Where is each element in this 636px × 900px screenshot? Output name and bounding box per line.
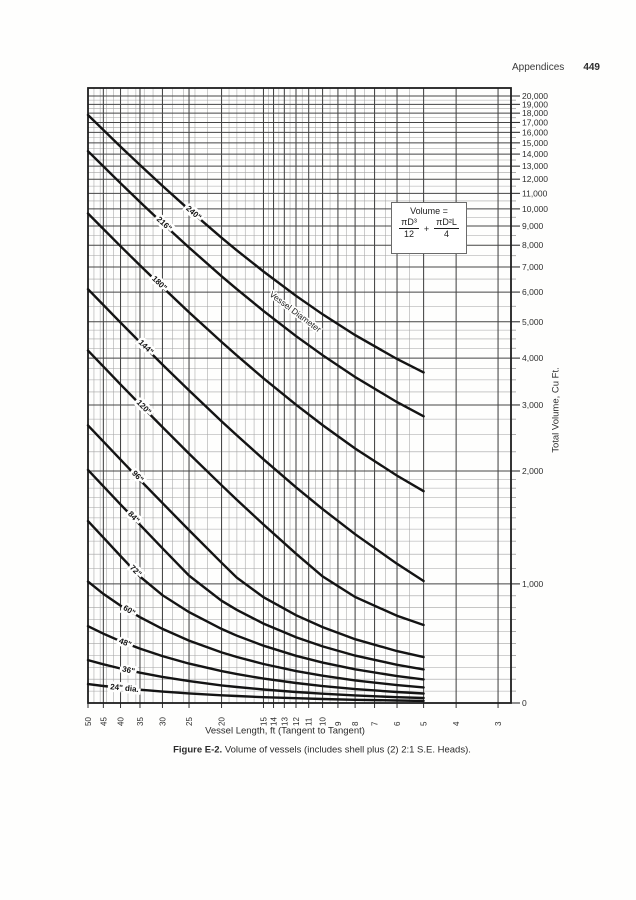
y-tick-label-0: 0: [522, 698, 527, 708]
formula-plus-sign: +: [423, 223, 430, 234]
y-tick-label-19000: 19,000: [522, 99, 548, 109]
y-tick-label-3000: 3,000: [522, 400, 544, 410]
x-tick-label-13: 13: [280, 717, 289, 726]
formula-numerator-1: πD³: [399, 217, 419, 230]
formula-fraction-1: πD³ 12: [399, 217, 419, 240]
y-axis-title: Total Volume, Cu Ft.: [550, 367, 562, 453]
y-tick-label-17000: 17,000: [522, 117, 548, 127]
curve-label-24in: 24" dia.: [110, 682, 139, 694]
formula-box: Volume = πD³ 12 + πD²L 4: [391, 202, 467, 254]
y-tick-label-15000: 15,000: [522, 138, 548, 148]
curve-72in: [86, 519, 425, 681]
curve-240in: [86, 113, 425, 374]
y-tick-label-2000: 2,000: [522, 466, 544, 476]
y-tick-label-11000: 11,000: [522, 188, 548, 198]
y-tick-label-1000: 1,000: [522, 579, 544, 589]
y-tick-label-18000: 18,000: [522, 108, 548, 118]
y-tick-label-4000: 4,000: [522, 353, 544, 363]
figure-caption: Figure E-2. Volume of vessels (includes …: [173, 745, 471, 756]
curve-96in: [86, 424, 425, 659]
curve-24in: [86, 682, 425, 703]
curve-180in: [86, 212, 425, 493]
y-tick-label-8000: 8,000: [522, 240, 544, 250]
formula-expression: πD³ 12 + πD²L 4: [392, 217, 466, 240]
x-tick-label-14: 14: [270, 717, 279, 726]
formula-title: Volume =: [410, 206, 448, 216]
figure-caption-label: Figure E-2.: [173, 744, 223, 756]
x-tick-label-5: 5: [420, 721, 429, 726]
x-tick-label-7: 7: [371, 721, 380, 726]
curve-216in: [86, 150, 425, 418]
page-header: Appendices 449: [512, 62, 600, 73]
formula-denominator-1: 12: [403, 229, 414, 240]
x-tick-label-3: 3: [494, 721, 503, 726]
y-tick-label-14000: 14,000: [522, 149, 548, 159]
curve-84in: [86, 468, 425, 671]
curve-120in: [86, 349, 425, 627]
formula-fraction-2: πD²L 4: [434, 217, 459, 240]
x-tick-label-8: 8: [351, 721, 360, 726]
y-tick-label-5000: 5,000: [522, 317, 544, 327]
x-tick-label-40: 40: [117, 717, 126, 726]
plot-frame: [87, 87, 512, 704]
x-tick-label-20: 20: [218, 717, 227, 726]
x-tick-label-25: 25: [185, 717, 194, 726]
x-tick-label-6: 6: [393, 721, 402, 726]
curve-label-48in: 48": [118, 636, 133, 649]
formula-denominator-2: 4: [443, 229, 449, 240]
y-tick-label-7000: 7,000: [522, 262, 544, 272]
y-tick-label-13000: 13,000: [522, 161, 548, 171]
curve-36in: [86, 658, 425, 700]
y-tick-label-10000: 10,000: [522, 204, 548, 214]
page-number: 449: [583, 62, 600, 73]
y-tick-label-20000: 20,000: [522, 91, 548, 101]
curve-label-36in: 36": [121, 664, 136, 676]
x-tick-label-50: 50: [84, 717, 93, 726]
x-tick-label-11: 11: [305, 717, 314, 726]
x-tick-label-12: 12: [292, 717, 301, 726]
x-tick-label-35: 35: [136, 717, 145, 726]
figure-caption-text: Volume of vessels (includes shell plus (…: [224, 744, 471, 756]
x-tick-label-10: 10: [319, 717, 328, 726]
x-tick-label-4: 4: [452, 721, 461, 726]
x-tick-label-15: 15: [259, 717, 268, 726]
x-axis-title: Vessel Length, ft (Tangent to Tangent): [205, 725, 365, 737]
y-tick-label-16000: 16,000: [522, 127, 548, 137]
formula-numerator-2: πD²L: [434, 217, 459, 230]
curve-144in: [86, 288, 425, 583]
y-tick-label-9000: 9,000: [522, 221, 544, 231]
x-tick-label-9: 9: [334, 721, 343, 726]
y-tick-label-6000: 6,000: [522, 287, 544, 297]
curve-48in: [86, 625, 425, 695]
x-tick-label-30: 30: [158, 717, 167, 726]
curve-60in: [86, 580, 425, 689]
header-section-label: Appendices: [512, 62, 565, 73]
y-tick-label-12000: 12,000: [522, 174, 548, 184]
x-tick-label-45: 45: [99, 717, 108, 726]
